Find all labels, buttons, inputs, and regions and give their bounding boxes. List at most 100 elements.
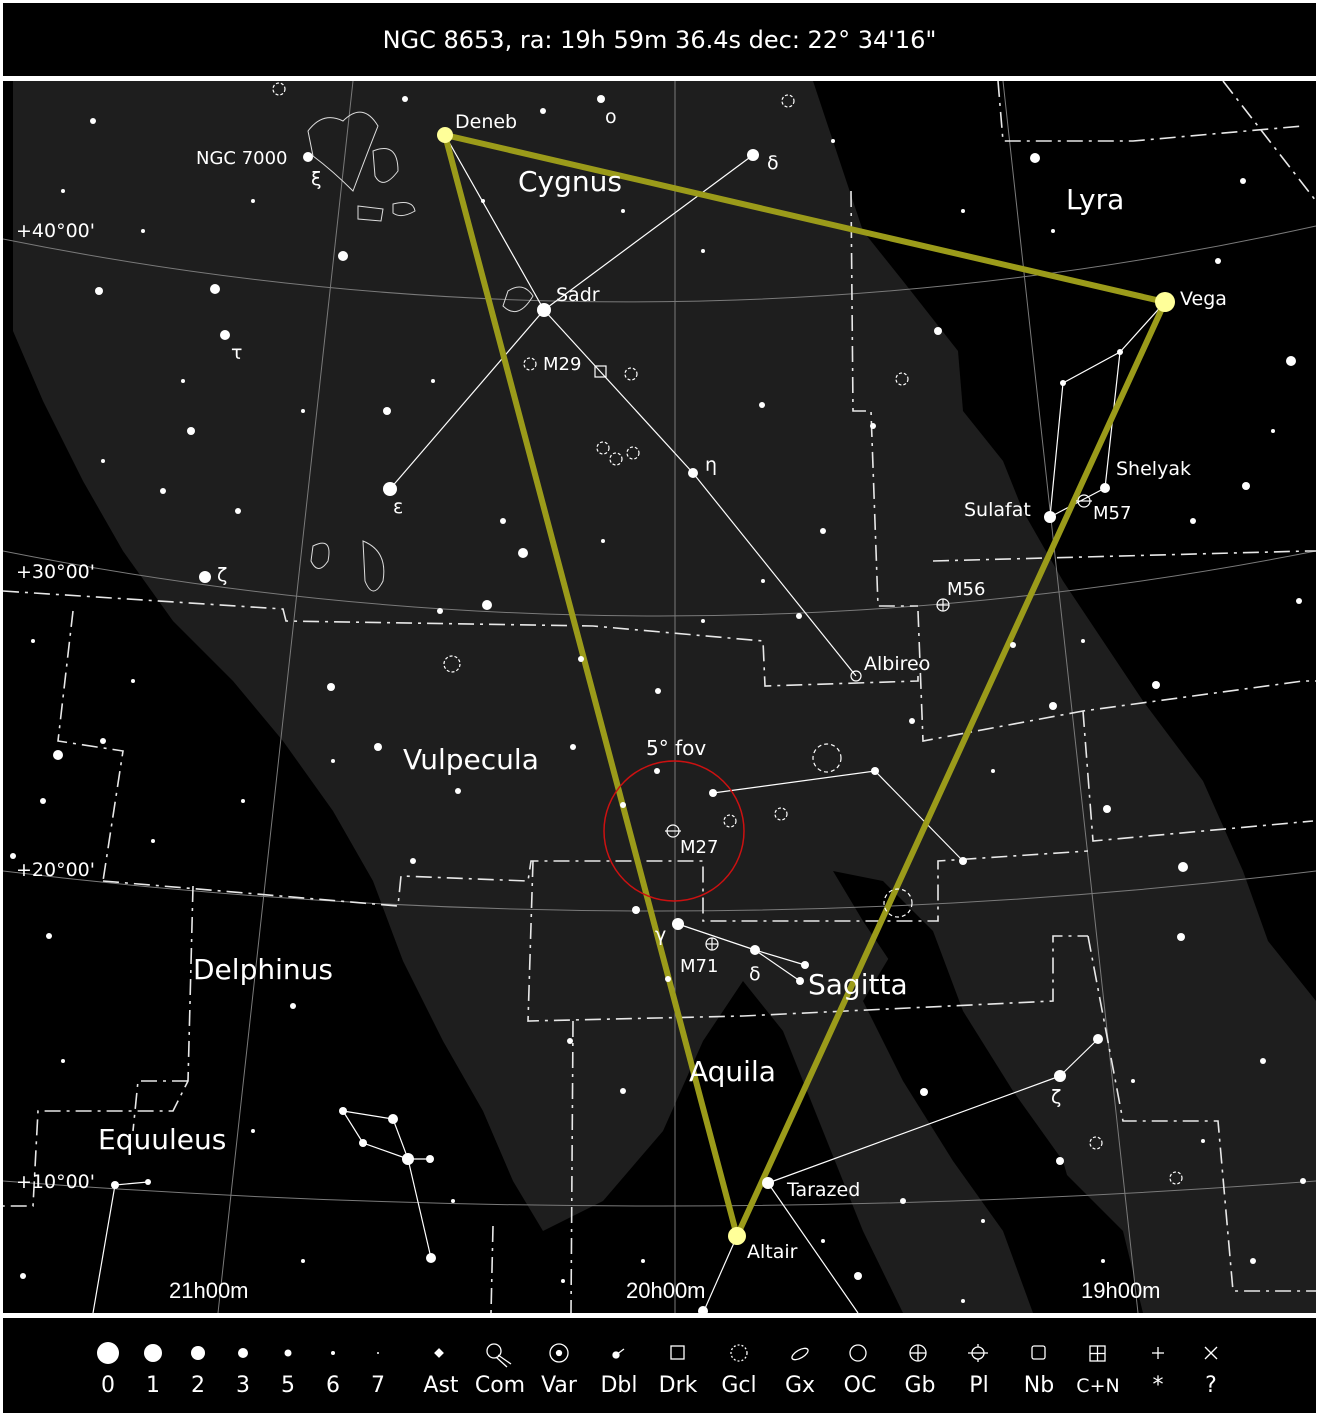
open-cluster-icon — [849, 1344, 867, 1362]
mag-7-symbol — [377, 1352, 379, 1354]
label-altair: Altair — [747, 1241, 798, 1263]
constellation-lines — [92, 134, 1166, 1313]
type-label-gcl: Gcl — [721, 1373, 756, 1398]
galaxy-icon — [791, 1347, 809, 1361]
mag-1-symbol — [144, 1344, 162, 1362]
legend-bar: 0 1 2 3 5 6 7 Ast Com Var Dbl Drk Gcl Gx — [3, 1318, 1316, 1413]
nebula-outlines — [307, 111, 534, 592]
type-labels: Ast Com Var Dbl Drk Gcl Gx OC Gb Pl Nb C… — [423, 1373, 1216, 1398]
ra-grid — [217, 81, 1139, 1313]
star-sadr — [537, 303, 551, 317]
dec-label-30: +30°00' — [16, 561, 95, 583]
globular-cluster-icon — [730, 1344, 748, 1362]
mag-label-5: 5 — [281, 1373, 295, 1398]
dec-label-10: +10°00' — [16, 1171, 95, 1193]
dec-grid — [3, 225, 1316, 1207]
star-chart[interactable]: Cygnus Lyra Vulpecula Delphinus Sagitta … — [3, 81, 1316, 1313]
ra-label-19h: 19h00m — [1081, 1278, 1161, 1303]
comet-icon — [486, 1343, 502, 1359]
mag-label-7: 7 — [371, 1373, 385, 1398]
constellation-equuleus: Equuleus — [98, 1123, 226, 1156]
star-deneb — [437, 127, 453, 143]
type-label-nb: Nb — [1024, 1373, 1054, 1398]
label-delta-sge: δ — [749, 963, 761, 985]
ra-label-21h: 21h00m — [169, 1278, 249, 1303]
asterism-icon — [434, 1348, 444, 1358]
label-zeta-aql: ζ — [1051, 1086, 1061, 1108]
label-tau-cyg: τ — [231, 342, 242, 364]
label-albireo: Albireo — [864, 653, 930, 675]
label-gamma-sge: γ — [655, 924, 666, 946]
label-epsilon-cyg: ε — [393, 496, 403, 518]
label-m56: M56 — [947, 579, 985, 600]
mag-label-3: 3 — [236, 1373, 250, 1398]
ra-label-20h: 20h00m — [626, 1278, 706, 1303]
label-xi-cyg: ξ — [311, 168, 322, 190]
nebula-icon — [1031, 1345, 1046, 1360]
fov-circle — [603, 760, 745, 902]
dec-label-40: +40°00' — [16, 220, 95, 242]
mag-label-6: 6 — [326, 1373, 340, 1398]
label-sadr: Sadr — [556, 284, 600, 306]
summer-triangle-asterism — [440, 130, 1170, 1245]
label-deneb: Deneb — [455, 111, 517, 133]
stars — [10, 95, 1306, 1313]
chart-title: NGC 8653, ra: 19h 59m 36.4s dec: 22° 34'… — [3, 3, 1316, 76]
label-sulafat: Sulafat — [964, 499, 1031, 521]
constellation-cygnus: Cygnus — [518, 165, 622, 198]
star-altair — [728, 1227, 746, 1245]
legend-svg: 0 1 2 3 5 6 7 Ast Com Var Dbl Drk Gcl Gx — [97, 1342, 1218, 1398]
mag-3-symbol — [238, 1348, 248, 1358]
constellation-names: Cygnus Lyra Vulpecula Delphinus Sagitta … — [98, 165, 1124, 1156]
type-label-ast: Ast — [423, 1373, 459, 1398]
label-m29: M29 — [543, 354, 581, 375]
label-omicron-cyg: o — [605, 106, 617, 128]
label-ngc7000: NGC 7000 — [196, 148, 288, 169]
star-vega — [1155, 292, 1175, 312]
star-labels: Deneb Vega Altair Sadr Albireo Sulafat S… — [217, 106, 1227, 1263]
variable-star-icon — [549, 1343, 569, 1363]
constellation-boundaries — [3, 81, 1316, 1313]
dec-labels: +40°00' +30°00' +20°00' +10°00' — [16, 220, 95, 1193]
type-label-drk: Drk — [659, 1373, 698, 1398]
label-vega: Vega — [1180, 288, 1227, 310]
deep-sky-objects — [272, 82, 1183, 1185]
constellation-aquila: Aquila — [689, 1055, 776, 1088]
type-symbols — [434, 1343, 1218, 1368]
mag-label-1: 1 — [146, 1373, 160, 1398]
type-label-com: Com — [475, 1373, 525, 1398]
label-m71: M71 — [680, 956, 718, 977]
mag-0-symbol — [97, 1342, 119, 1364]
dark-rift — [833, 871, 1083, 1231]
mag-label-0: 0 — [101, 1373, 115, 1398]
label-tarazed: Tarazed — [786, 1179, 860, 1201]
label-m57: M57 — [1093, 503, 1131, 524]
constellation-delphinus: Delphinus — [193, 953, 333, 986]
mag-2-symbol — [191, 1346, 205, 1360]
type-label-var: Var — [541, 1373, 578, 1398]
ra-labels: 21h00m 20h00m 19h00m — [169, 1278, 1161, 1303]
magnitude-legend — [97, 1342, 379, 1364]
label-eta-cyg: η — [705, 454, 717, 476]
constellation-sagitta: Sagitta — [808, 968, 908, 1001]
dec-label-20: +20°00' — [16, 859, 95, 881]
label-shelyak: Shelyak — [1116, 458, 1191, 480]
object-labels: NGC 7000 M29 M56 M57 M27 M71 5° fov — [196, 148, 1131, 977]
mag-label-2: 2 — [191, 1373, 205, 1398]
label-m27: M27 — [680, 837, 718, 858]
star-chart-svg: Cygnus Lyra Vulpecula Delphinus Sagitta … — [3, 81, 1316, 1313]
magnitude-labels: 0 1 2 3 5 6 7 — [101, 1373, 385, 1398]
type-label-cn: C+N — [1076, 1375, 1119, 1397]
constellation-lyra: Lyra — [1066, 183, 1124, 216]
type-label-oc: OC — [844, 1373, 877, 1398]
mag-6-symbol — [331, 1351, 335, 1355]
label-zeta-cyg: ζ — [217, 564, 227, 586]
type-label-gb: Gb — [904, 1373, 935, 1398]
dark-nebula-icon — [670, 1345, 685, 1360]
constellation-vulpecula: Vulpecula — [403, 743, 539, 776]
label-fov: 5° fov — [646, 736, 706, 760]
milky-way — [13, 81, 1316, 1313]
label-delta-cyg: δ — [767, 152, 779, 174]
type-label-unknown: ? — [1205, 1373, 1217, 1398]
type-label-gx: Gx — [785, 1373, 815, 1398]
